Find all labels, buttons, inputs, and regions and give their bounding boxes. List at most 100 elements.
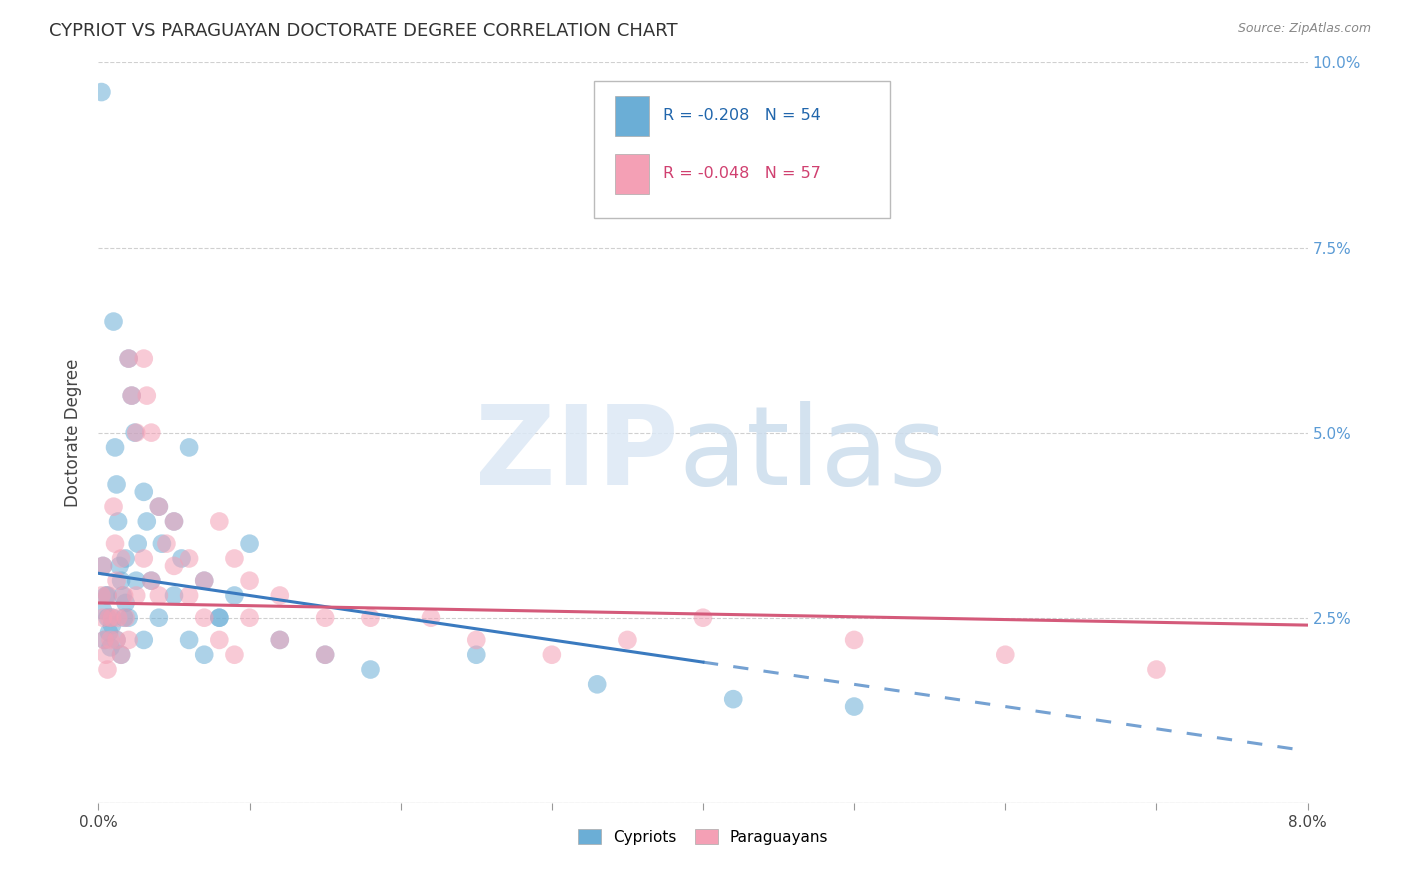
Point: [110, 648, 132, 662]
Point: [96, 589, 118, 603]
Point: [118, 632, 141, 647]
Point: [98, 625, 121, 640]
Point: [112, 610, 135, 624]
Point: [540, 648, 562, 662]
Y-axis label: Doctorate Degree: Doctorate Degree: [65, 359, 83, 507]
Point: [114, 596, 136, 610]
Point: [107, 610, 129, 624]
Point: [360, 663, 382, 677]
Point: [844, 632, 866, 647]
FancyBboxPatch shape: [595, 81, 890, 218]
Point: [269, 632, 291, 647]
Point: [148, 610, 170, 624]
Point: [112, 589, 135, 603]
Text: Source: ZipAtlas.com: Source: ZipAtlas.com: [1237, 22, 1371, 36]
Point: [224, 589, 246, 603]
Point: [465, 648, 488, 662]
Point: [125, 425, 148, 440]
Text: R = -0.048   N = 57: R = -0.048 N = 57: [664, 166, 821, 181]
Point: [141, 425, 163, 440]
Point: [163, 558, 186, 573]
Point: [224, 551, 246, 566]
Point: [208, 610, 231, 624]
Point: [121, 388, 143, 402]
Point: [96, 663, 118, 677]
Point: [118, 351, 141, 366]
Point: [111, 589, 134, 603]
Point: [91, 558, 114, 573]
Point: [110, 648, 132, 662]
Point: [114, 551, 136, 566]
Point: [94, 648, 117, 662]
Point: [103, 314, 125, 328]
Point: [692, 610, 714, 624]
Point: [163, 515, 186, 529]
Point: [179, 632, 201, 647]
Point: [125, 574, 148, 588]
Point: [93, 632, 115, 647]
Text: atlas: atlas: [679, 401, 948, 508]
Point: [239, 536, 262, 550]
Point: [118, 351, 141, 366]
Text: R = -0.208   N = 54: R = -0.208 N = 54: [664, 108, 821, 123]
Point: [269, 632, 291, 647]
Point: [135, 515, 157, 529]
Point: [723, 692, 745, 706]
Point: [420, 610, 443, 624]
Point: [208, 515, 231, 529]
Point: [104, 536, 127, 550]
Point: [107, 515, 129, 529]
Point: [150, 536, 173, 550]
Point: [844, 699, 866, 714]
Point: [135, 388, 157, 402]
Point: [148, 500, 170, 514]
Point: [179, 441, 201, 455]
Point: [163, 589, 186, 603]
Point: [616, 632, 638, 647]
Point: [91, 603, 114, 617]
Point: [360, 610, 382, 624]
Point: [100, 640, 122, 655]
Point: [132, 551, 155, 566]
Point: [110, 551, 132, 566]
Point: [269, 589, 291, 603]
Bar: [614, 153, 648, 194]
Point: [90, 589, 112, 603]
Point: [465, 632, 488, 647]
Point: [124, 425, 146, 440]
Point: [114, 610, 136, 624]
Point: [193, 574, 215, 588]
Point: [110, 574, 132, 588]
Legend: Cypriots, Paraguayans: Cypriots, Paraguayans: [572, 822, 834, 851]
Text: ZIP: ZIP: [475, 401, 679, 508]
Point: [96, 589, 118, 603]
Point: [108, 558, 131, 573]
Text: CYPRIOT VS PARAGUAYAN DOCTORATE DEGREE CORRELATION CHART: CYPRIOT VS PARAGUAYAN DOCTORATE DEGREE C…: [49, 22, 678, 40]
Point: [179, 551, 201, 566]
Point: [93, 632, 115, 647]
Point: [101, 610, 124, 624]
Point: [100, 632, 122, 647]
Point: [125, 589, 148, 603]
Point: [193, 648, 215, 662]
Point: [148, 500, 170, 514]
Point: [994, 648, 1017, 662]
Point: [193, 574, 215, 588]
Point: [101, 618, 124, 632]
Point: [90, 85, 112, 99]
Point: [132, 351, 155, 366]
Point: [127, 536, 149, 550]
Point: [121, 388, 143, 402]
Point: [132, 484, 155, 499]
Point: [314, 610, 336, 624]
Point: [132, 632, 155, 647]
Point: [170, 551, 193, 566]
Point: [105, 574, 128, 588]
Point: [141, 574, 163, 588]
Point: [1146, 663, 1168, 677]
Point: [239, 610, 262, 624]
Point: [208, 632, 231, 647]
Point: [91, 610, 114, 624]
Point: [96, 610, 118, 624]
Point: [179, 589, 201, 603]
